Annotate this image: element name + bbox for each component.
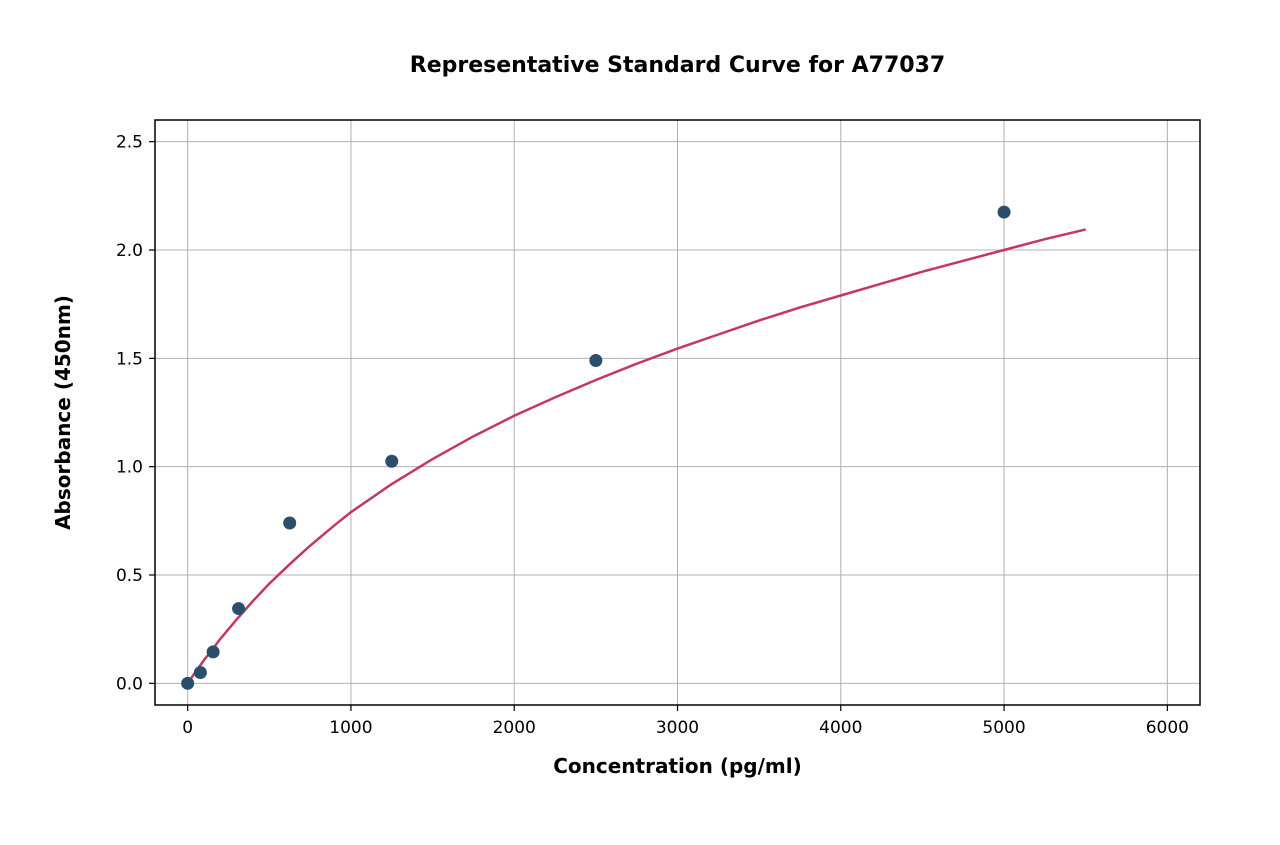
x-tick-label: 2000	[493, 718, 536, 738]
x-tick-label: 5000	[982, 718, 1025, 738]
data-point	[283, 517, 296, 530]
y-tick-label: 2.5	[116, 133, 143, 153]
x-tick-label: 6000	[1146, 718, 1189, 738]
data-point	[385, 455, 398, 468]
y-tick-label: 0.5	[116, 566, 143, 586]
data-point	[589, 354, 602, 367]
x-tick-label: 0	[182, 718, 193, 738]
data-point	[207, 645, 220, 658]
data-point	[998, 206, 1011, 219]
y-tick-label: 0.0	[116, 674, 143, 694]
y-tick-label: 1.5	[116, 349, 143, 369]
data-point	[194, 666, 207, 679]
x-tick-label: 3000	[656, 718, 699, 738]
chart-container: 0 1000 2000 3000 4000 5000 6000 0.0 0.5 1.0 1.5 2.0…	[0, 0, 1280, 845]
y-axis-label: Absorbance (450nm)	[51, 295, 75, 530]
x-tick-label: 4000	[819, 718, 862, 738]
y-tick-label: 2.0	[116, 241, 143, 261]
data-point	[232, 602, 245, 615]
data-point	[181, 677, 194, 690]
chart-svg: 0 1000 2000 3000 4000 5000 6000 0.0 0.5 1.0 1.5 2.0…	[0, 0, 1280, 845]
x-axis-label: Concentration (pg/ml)	[553, 754, 802, 778]
chart-title: Representative Standard Curve for A77037	[410, 53, 945, 78]
y-tick-label: 1.0	[116, 458, 143, 478]
x-tick-label: 1000	[329, 718, 372, 738]
